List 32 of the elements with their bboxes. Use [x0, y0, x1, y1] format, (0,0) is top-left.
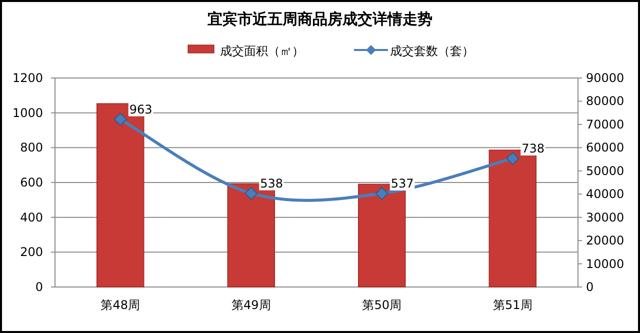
y-tick-label: 200: [20, 245, 43, 260]
y-tick-label: 1000: [12, 106, 43, 120]
y-tick-label: 1200: [12, 71, 43, 85]
point: [114, 112, 127, 126]
data-label: 537: [390, 176, 414, 190]
point: [375, 186, 388, 200]
data-label: 738: [522, 141, 545, 156]
y2-tick-label: 20000: [586, 234, 624, 248]
y2-tick-label: 10000: [586, 256, 624, 271]
x-tick-label: 第51周: [492, 298, 532, 312]
chart-title: 宜宾市近五周商品房成交详情走势: [208, 10, 432, 28]
y-tick-label: 600: [20, 176, 43, 190]
x-tick-label: 第49周: [231, 298, 271, 312]
y2-tick-label: 80000: [586, 94, 624, 108]
point: [244, 186, 258, 200]
y2-tick-label: 30000: [586, 210, 624, 224]
y-tick-label: 0: [35, 280, 43, 294]
data-label: 538: [260, 176, 284, 190]
y2-tick-label: 40000: [586, 187, 624, 202]
y2-tick-label: 0: [586, 280, 594, 294]
y-tick-label: 800: [20, 140, 43, 155]
data-label: 963: [129, 102, 152, 116]
x-tick-label: 第48周: [100, 298, 140, 312]
y2-tick-label: 60000: [586, 140, 624, 155]
legend-label: 成交套数（套）: [390, 44, 474, 58]
y-tick-label: 400: [20, 210, 43, 224]
point: [506, 152, 520, 165]
y2-tick-label: 90000: [586, 71, 624, 85]
x-tick-label: 第50周: [362, 298, 402, 312]
y2-tick-label: 50000: [586, 164, 624, 178]
y2-tick-label: 70000: [586, 117, 624, 132]
legend-label: 成交面积（㎡）: [220, 44, 304, 58]
